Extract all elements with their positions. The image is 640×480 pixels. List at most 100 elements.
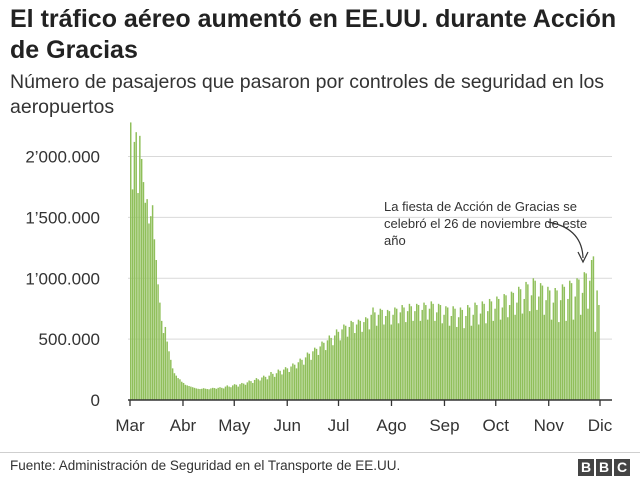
data-bar — [477, 324, 480, 400]
data-bar — [589, 280, 591, 400]
data-bar — [246, 382, 249, 400]
data-bar — [275, 373, 278, 400]
data-bar — [266, 379, 269, 400]
data-bar — [139, 135, 141, 400]
data-bar — [543, 314, 545, 400]
data-bar — [288, 372, 290, 400]
data-bar — [357, 319, 360, 400]
x-tick-label: Oct — [483, 416, 510, 435]
data-bar — [277, 369, 280, 400]
data-bar — [219, 387, 221, 400]
data-bar — [468, 307, 471, 400]
data-bar — [224, 386, 227, 400]
data-bar — [273, 376, 276, 400]
data-bar — [248, 380, 250, 400]
data-bar — [428, 308, 431, 400]
data-bar — [177, 378, 179, 400]
data-bar — [159, 302, 161, 400]
x-tick-label: Sep — [429, 416, 459, 435]
data-bar — [299, 358, 301, 400]
data-bar — [558, 322, 560, 400]
data-bar — [467, 305, 469, 400]
data-bar — [417, 305, 420, 400]
data-bar — [405, 322, 407, 400]
data-bar — [290, 366, 292, 400]
data-bar — [452, 306, 454, 400]
data-bar — [583, 272, 586, 400]
data-bar — [530, 295, 533, 400]
data-bar — [157, 284, 159, 400]
data-bar — [441, 323, 443, 400]
data-bar — [317, 354, 320, 400]
data-bar — [559, 300, 562, 400]
data-bar — [281, 374, 283, 400]
x-tick-label: Jun — [274, 416, 301, 435]
data-bar — [465, 316, 467, 400]
data-bar — [186, 385, 188, 400]
data-bar — [545, 300, 547, 400]
data-bar — [197, 388, 199, 400]
data-bar — [403, 307, 405, 400]
data-bar — [414, 311, 416, 400]
data-bar — [230, 387, 232, 400]
data-bar — [388, 311, 391, 400]
data-bar — [570, 283, 573, 400]
data-bar — [381, 309, 383, 400]
data-bar — [253, 379, 256, 400]
data-bar — [355, 324, 358, 400]
x-tick-label: Jul — [328, 416, 350, 435]
data-bar — [153, 239, 156, 400]
data-bar — [523, 298, 525, 400]
data-bar — [321, 341, 323, 400]
data-bar — [592, 256, 595, 400]
data-bar — [525, 281, 527, 400]
data-bar — [574, 296, 576, 400]
data-bar — [166, 341, 168, 400]
data-bar — [423, 302, 425, 400]
data-bar — [578, 279, 580, 400]
data-bar — [443, 314, 445, 400]
data-bar — [587, 308, 589, 400]
data-bar — [363, 322, 365, 400]
data-bar — [434, 320, 436, 400]
data-bar — [270, 372, 272, 400]
data-bar — [490, 301, 493, 400]
x-tick-label: Nov — [534, 416, 565, 435]
data-bar — [279, 370, 281, 400]
data-bar — [297, 362, 300, 400]
data-bar — [162, 333, 165, 400]
data-bar — [235, 384, 238, 400]
data-bar — [383, 324, 385, 400]
data-bar — [326, 340, 329, 400]
data-bar — [512, 292, 515, 400]
data-bar — [421, 309, 423, 400]
data-bar — [264, 376, 267, 400]
data-bar — [419, 320, 422, 400]
data-bar — [496, 296, 498, 400]
data-bar — [439, 305, 442, 400]
data-bar — [505, 295, 507, 400]
data-bar — [554, 288, 556, 400]
data-bar — [494, 308, 496, 400]
data-bar — [481, 301, 484, 400]
data-bar — [237, 386, 239, 400]
data-bar — [483, 303, 485, 400]
y-tick-label: 1’000.000 — [25, 269, 100, 288]
data-bar — [232, 385, 234, 400]
data-bar — [188, 386, 190, 400]
data-bar — [215, 388, 218, 400]
passenger-bar-chart: 0 500.000 1’000.000 1’500.000 2’000.000 Mar Ab… — [25, 122, 613, 435]
data-bar — [521, 313, 524, 400]
data-bar — [576, 278, 578, 400]
data-bar — [208, 389, 210, 400]
data-bar — [324, 350, 327, 400]
data-bar — [213, 388, 216, 400]
data-bar — [204, 388, 207, 400]
data-bar — [366, 318, 369, 400]
data-bar — [377, 314, 380, 400]
data-bar — [448, 325, 451, 400]
data-bar — [179, 379, 181, 400]
data-bar — [538, 296, 540, 400]
data-bar — [370, 314, 372, 400]
data-bar — [286, 368, 289, 400]
